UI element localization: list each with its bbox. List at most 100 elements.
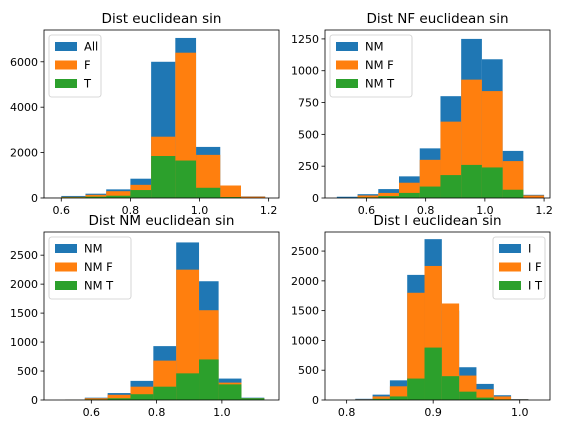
legend-swatch — [336, 60, 358, 70]
y-tick-label: 2000 — [10, 278, 38, 291]
legend-label: All — [84, 40, 98, 54]
legend: NM NM F NM T — [48, 236, 132, 300]
x-tick-label: 0.6 — [358, 204, 376, 217]
legend-label: F — [84, 58, 91, 72]
y-tick-label: 1250 — [291, 33, 319, 46]
chart-panel-3: 0.6 0.8 1.0 0 500 1000 1500 2000 2500 Dist NM euc… — [10, 213, 280, 419]
bar-3-4 — [419, 186, 441, 198]
x-tick-label: 1.0 — [476, 204, 494, 217]
bar-2-6 — [176, 269, 200, 400]
bar-3-5 — [176, 373, 200, 400]
bar-3-6 — [175, 160, 197, 198]
y-tick-label: 1000 — [291, 65, 319, 78]
bar-3-7 — [196, 187, 221, 198]
bar-2-3 — [85, 194, 107, 198]
bar-3-6 — [199, 359, 219, 400]
y-tick-label: 6000 — [10, 56, 38, 69]
x-tick-label: 0.6 — [53, 204, 71, 217]
legend-swatch — [336, 79, 358, 88]
bar-2-2 — [84, 398, 108, 400]
y-tick-label: 1000 — [291, 334, 319, 347]
legend-swatch — [55, 60, 77, 70]
bar-2-6 — [441, 303, 460, 400]
legend-label: NM — [84, 242, 103, 256]
bar-3-3 — [407, 378, 425, 400]
bar-2-9 — [523, 195, 545, 198]
legend-label: I F — [528, 260, 542, 274]
y-tick-label: 1500 — [291, 305, 319, 318]
legend-label: I — [528, 242, 531, 256]
bar-3-6 — [459, 391, 477, 400]
y-tick-label: 0 — [31, 192, 38, 205]
chart-panel-1: 0.6 0.8 1.0 1.2 0 2000 4000 6000 Dist euclidean … — [10, 11, 280, 217]
legend-label: NM T — [365, 77, 395, 91]
bar-2-2 — [372, 396, 390, 400]
y-tick-label: 2500 — [291, 245, 319, 258]
bar-3-1 — [372, 398, 390, 400]
y-tick-label: 500 — [298, 128, 319, 141]
legend-swatch — [55, 244, 77, 253]
bar-3-2 — [107, 398, 131, 400]
bar-3-5 — [441, 376, 460, 400]
x-tick-label: 1.0 — [213, 406, 231, 419]
y-tick-label: 0 — [312, 192, 319, 205]
x-tick-label: 0.6 — [83, 406, 101, 419]
bar-2-3 — [107, 394, 131, 400]
legend: All FT — [48, 34, 102, 98]
bar-2-9 — [493, 396, 512, 400]
axes-frame — [324, 231, 551, 401]
bar-2-8 — [476, 389, 494, 400]
y-tick-label: 2500 — [10, 249, 38, 262]
legend-swatch — [55, 79, 77, 88]
bar-2-10 — [240, 196, 266, 198]
axes-frame — [43, 231, 280, 401]
bar-3-6 — [461, 164, 482, 198]
bar-2-1 — [357, 195, 379, 198]
bar-3-4 — [424, 347, 442, 400]
legend-label: T — [83, 77, 92, 91]
x-tick-label: 1.2 — [535, 204, 553, 217]
y-tick-label: 0 — [312, 394, 319, 407]
bar-3-5 — [151, 156, 176, 198]
y-tick-label: 2000 — [10, 147, 38, 160]
chart-panel-4: 0.8 0.9 1.0 0 500 1000 1500 2000 2500 Dist I eucl… — [291, 213, 551, 419]
legend-swatch — [55, 281, 77, 290]
bar-3-3 — [399, 192, 420, 198]
bar-3-4 — [153, 386, 177, 400]
y-tick-label: 750 — [298, 97, 319, 110]
y-tick-label: 1000 — [10, 336, 38, 349]
bar-3-8 — [220, 197, 241, 198]
legend-label: NM F — [365, 58, 394, 72]
legend-swatch — [499, 281, 521, 290]
y-tick-label: 1500 — [10, 307, 38, 320]
x-tick-label: 0.8 — [417, 204, 435, 217]
chart-title: Dist I euclidean sin — [373, 213, 501, 229]
bar-3-4 — [130, 190, 152, 198]
x-tick-label: 0.9 — [424, 406, 442, 419]
y-tick-label: 0 — [31, 394, 38, 407]
bar-3-7 — [476, 397, 494, 400]
legend-swatch — [55, 262, 77, 272]
legend-label: NM — [365, 40, 384, 54]
legend-label: NM F — [84, 260, 113, 274]
bar-3-5 — [440, 175, 462, 198]
legend-swatch — [499, 262, 521, 272]
legend-swatch — [499, 244, 521, 253]
chart-title: Dist NF euclidean sin — [366, 11, 508, 27]
chart-title: Dist NM euclidean sin — [89, 213, 235, 229]
bar-2-4 — [407, 292, 425, 400]
legend: NM NM F NM T — [329, 34, 413, 98]
axes-frame — [324, 29, 551, 199]
bar-2-8 — [502, 161, 524, 198]
bar-2-4 — [106, 191, 131, 198]
y-tick-label: 500 — [17, 365, 38, 378]
legend-swatch — [336, 42, 358, 51]
x-tick-label: 1.0 — [511, 406, 529, 419]
bar-3-7 — [481, 167, 503, 198]
bar-3-2 — [389, 396, 408, 400]
x-tick-label: 0.8 — [338, 406, 356, 419]
x-tick-label: 0.8 — [148, 406, 166, 419]
bar-2-9 — [220, 185, 241, 198]
bar-3-8 — [502, 189, 524, 198]
legend: I I F I T — [492, 236, 546, 300]
